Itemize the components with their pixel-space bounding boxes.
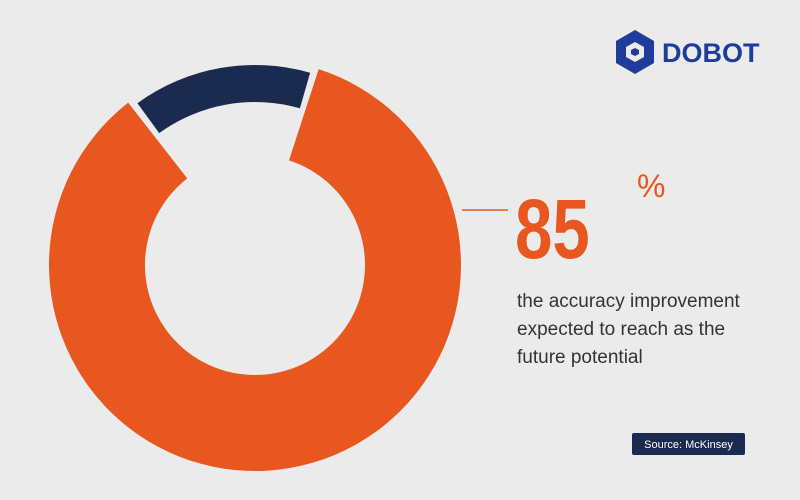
unit: % [637,168,665,204]
annotation: the accuracy improvement expected to reac… [517,291,741,368]
source-box [632,433,745,455]
annotation-line: the accuracy improvement [517,291,741,312]
logo-mark-core [631,48,639,56]
donut-segment [48,69,461,472]
source: Source: McKinsey [644,439,733,451]
brand-name: DOBOT [662,38,760,68]
big-value: 85 [515,183,590,277]
logo: DOBOT [616,30,760,74]
donut [48,65,461,472]
donut-segment [137,65,311,134]
annotation-line: future potential [517,347,643,368]
annotation-line: expected to reach as the [517,319,725,340]
